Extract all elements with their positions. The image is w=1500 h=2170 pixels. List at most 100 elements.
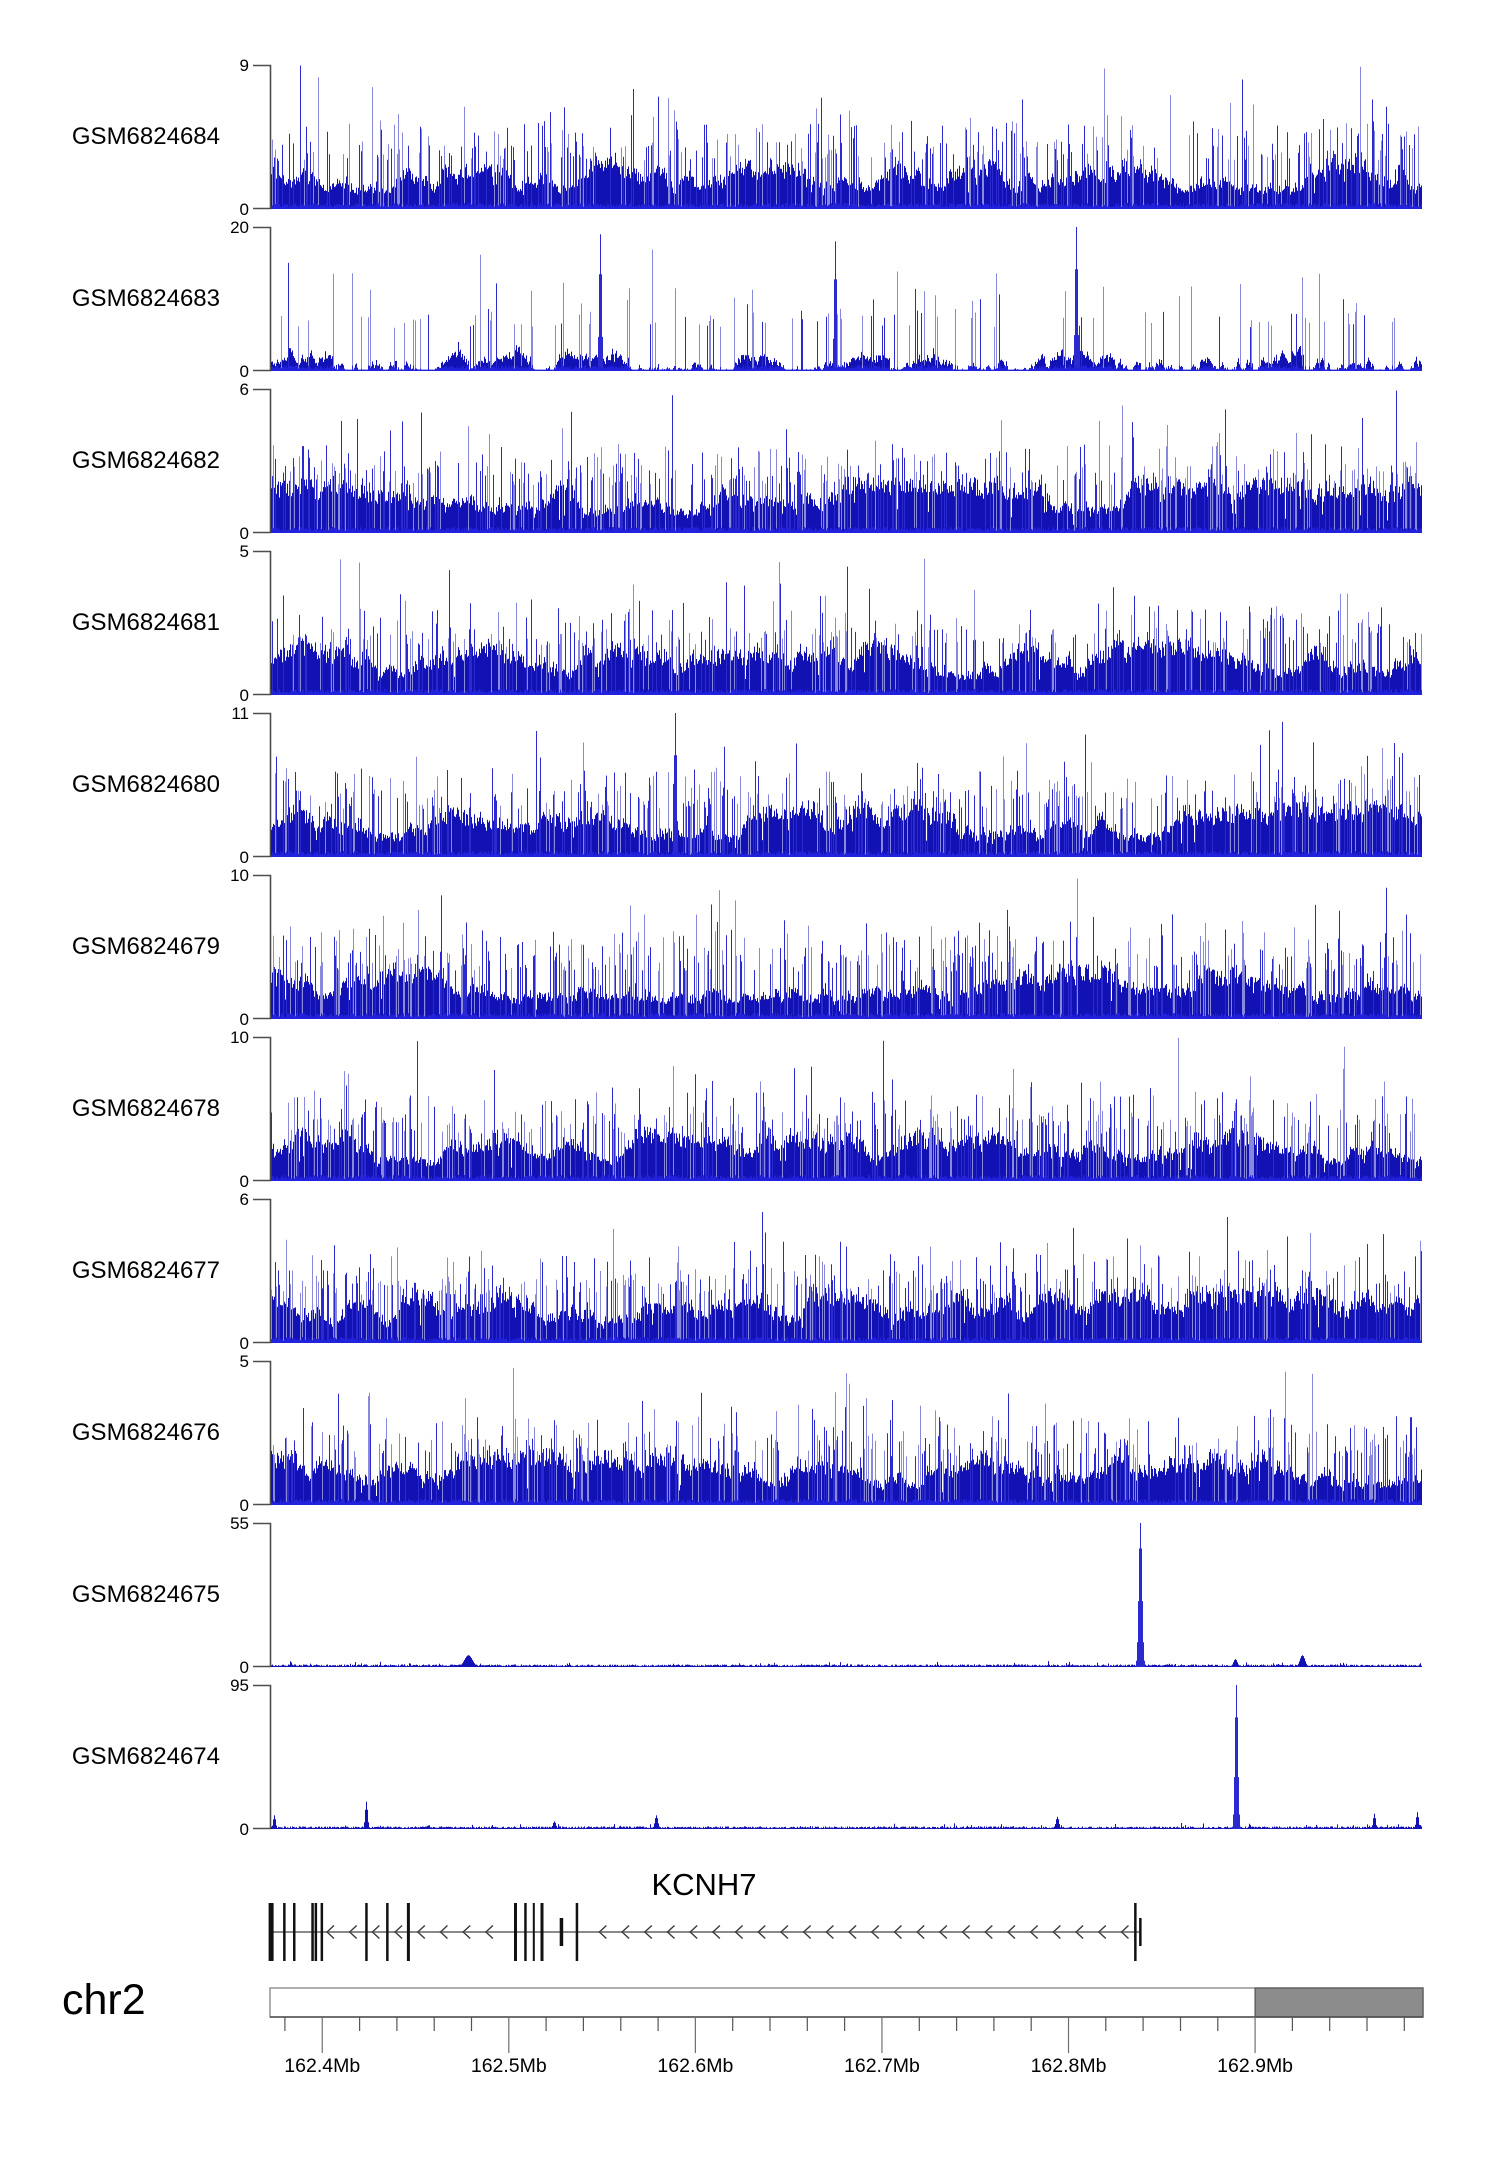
coverage-bars-dark: [271, 1801, 1422, 1829]
coverage-bars-dark: [271, 342, 1422, 371]
track-label-GSM6824677: GSM6824677: [71, 1257, 220, 1284]
y-zero-label: 0: [240, 848, 249, 867]
coverage-bars-mid: [274, 887, 1411, 1019]
axis-tick-label: 162.5Mb: [471, 2055, 547, 2077]
exon: [1139, 1918, 1142, 1946]
exon: [540, 1903, 544, 1961]
exon: [386, 1903, 389, 1961]
coverage-bars-light: [293, 558, 1422, 695]
coverage-bars-mid: [272, 566, 1416, 695]
coverage-bars-mid: [271, 1040, 1407, 1181]
exon: [559, 1918, 564, 1946]
y-max-label: 5: [240, 542, 249, 561]
coverage-bars-mid: [274, 65, 1415, 209]
y-axis-bracket: [253, 226, 272, 372]
coverage-bars-mid: [1136, 1523, 1145, 1667]
coverage-bars-bright: [271, 365, 1422, 371]
y-zero-label: 0: [240, 1334, 249, 1353]
exon: [514, 1903, 517, 1961]
exon: [365, 1903, 368, 1961]
y-max-label: 11: [231, 704, 249, 723]
coverage-track-GSM6824684: 90: [240, 56, 1422, 219]
track-label-GSM6824682: GSM6824682: [71, 447, 220, 474]
coverage-track-GSM6824682: 60: [240, 380, 1422, 543]
exon: [314, 1903, 318, 1961]
gene-name-label: KCNH7: [651, 1867, 757, 1902]
y-zero-label: 0: [240, 1496, 249, 1515]
y-axis-bracket: [253, 874, 272, 1020]
coverage-bars-bright: [271, 1337, 1422, 1343]
y-max-label: 10: [230, 866, 249, 885]
coverage-bars-dark: [271, 799, 1422, 857]
coverage-bars-light: [271, 1229, 1421, 1343]
axis-tick-label: 162.4Mb: [284, 2055, 360, 2077]
coverage-bars-mid: [275, 1212, 1422, 1343]
coverage-bars-mid: [285, 1392, 1417, 1505]
y-max-label: 55: [230, 1514, 249, 1533]
y-max-label: 6: [240, 380, 249, 399]
exon: [311, 1903, 314, 1961]
coverage-bars-light: [273, 405, 1417, 533]
coverage-bars-light: [272, 66, 1419, 209]
coverage-track-GSM6824675: 55 0: [230, 1514, 1422, 1677]
track-label-GSM6824678: GSM6824678: [71, 1095, 220, 1122]
chromosome-label: chr2: [62, 1976, 146, 2024]
y-max-label: 95: [230, 1676, 249, 1695]
coverage-bars-light: [273, 1367, 1415, 1505]
y-axis-bracket: [253, 712, 272, 858]
exon: [406, 1903, 410, 1961]
coverage-bars-dark: [271, 961, 1422, 1019]
coverage-track-GSM6824678: 10 0: [230, 1028, 1422, 1191]
coverage-bars-light: [273, 878, 1421, 1019]
exon: [1134, 1903, 1137, 1961]
exon: [575, 1903, 579, 1961]
coverage-bars-mid: [288, 227, 1365, 371]
coverage-bars-mid: [272, 390, 1412, 533]
track-label-GSM6824684: GSM6824684: [71, 123, 220, 150]
y-zero-label: 0: [240, 524, 249, 543]
coverage-bars-bright: [271, 1499, 1422, 1505]
coverage-bars-bright: [271, 203, 1422, 209]
coverage-bars-bright: [271, 1175, 1422, 1181]
y-zero-label: 0: [240, 200, 249, 219]
coverage-bars-bright: [271, 689, 1422, 695]
genome-axis-track: 162.4Mb 162.5Mb 162.6Mb 162.7Mb 162.8Mb 162.9…: [269, 1987, 1424, 2077]
coverage-bars-light: [281, 249, 1395, 371]
y-zero-label: 0: [240, 362, 249, 381]
track-label-GSM6824680: GSM6824680: [71, 771, 220, 798]
exon: [532, 1903, 535, 1961]
strand-direction-chevrons: [325, 1924, 1129, 1940]
axis-tick-label: 162.9Mb: [1217, 2055, 1293, 2077]
coverage-bars-dark: [272, 1286, 1420, 1343]
coverage-bars-dark: [271, 1655, 1422, 1667]
track-label-GSM6824676: GSM6824676: [71, 1419, 220, 1446]
coverage-bars-dark: [271, 1448, 1422, 1505]
axis-tick-label: 162.7Mb: [844, 2055, 920, 2077]
coverage-bars-mid: [276, 713, 1420, 857]
coverage-track-GSM6824683: 20 0: [230, 218, 1422, 381]
coverage-track-GSM6824677: 60: [240, 1190, 1422, 1353]
y-zero-label: 0: [240, 1172, 249, 1191]
track-label-GSM6824675: GSM6824675: [71, 1581, 220, 1608]
axis-minor-ticks: [284, 2017, 1405, 2031]
y-axis-bracket: [253, 1198, 272, 1344]
y-axis-bracket: [253, 1684, 272, 1830]
coverage-bars-dark: [271, 636, 1421, 695]
y-max-label: 20: [230, 218, 249, 237]
coverage-bars-light: [288, 1037, 1415, 1181]
exon: [293, 1903, 296, 1961]
chromosome-bar: [269, 1987, 1424, 2018]
track-label-GSM6824683: GSM6824683: [71, 285, 220, 312]
coverage-bars-mid: [1232, 1685, 1241, 1829]
coverage-bars-bright: [271, 851, 1422, 857]
coverage-track-GSM6824679: 10 0: [230, 866, 1422, 1029]
coverage-bars-dark: [271, 152, 1422, 209]
coverage-bars-dark: [271, 474, 1422, 533]
track-label-GSM6824674: GSM6824674: [71, 1743, 220, 1770]
coverage-track-GSM6824681: 50: [240, 542, 1422, 705]
coverage-track-GSM6824674: 95 0: [230, 1676, 1422, 1839]
y-max-label: 6: [240, 1190, 249, 1209]
y-axis-bracket: [253, 1522, 272, 1668]
